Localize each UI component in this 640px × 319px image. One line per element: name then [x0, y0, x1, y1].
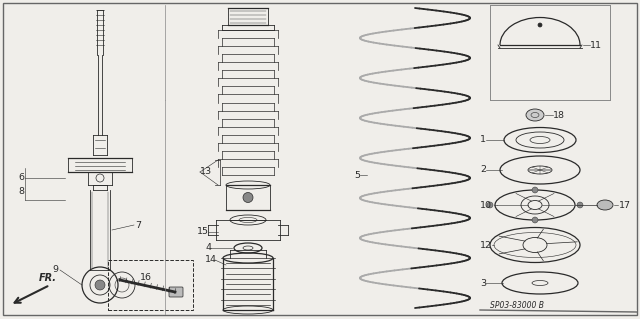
Text: SP03-83000 B: SP03-83000 B — [490, 300, 544, 309]
Text: 10: 10 — [480, 201, 492, 210]
Circle shape — [95, 280, 105, 290]
Circle shape — [532, 187, 538, 193]
Text: 3: 3 — [480, 278, 486, 287]
Text: 18: 18 — [553, 110, 565, 120]
Text: FR.: FR. — [39, 273, 57, 283]
Circle shape — [538, 23, 542, 27]
Text: 7: 7 — [135, 220, 141, 229]
Text: 11: 11 — [590, 41, 602, 49]
Circle shape — [243, 192, 253, 203]
Text: 15: 15 — [197, 227, 209, 236]
Bar — [108, 260, 193, 310]
Text: 5: 5 — [354, 170, 360, 180]
Text: 12: 12 — [480, 241, 492, 249]
Circle shape — [577, 202, 583, 208]
Ellipse shape — [526, 109, 544, 121]
FancyBboxPatch shape — [169, 287, 183, 297]
Circle shape — [487, 202, 493, 208]
Text: 2: 2 — [480, 166, 486, 174]
Text: 4: 4 — [205, 243, 211, 253]
Text: 17: 17 — [619, 201, 631, 210]
Text: 13: 13 — [200, 167, 212, 176]
Circle shape — [532, 217, 538, 223]
Text: 16: 16 — [140, 273, 152, 283]
Text: 6: 6 — [18, 174, 24, 182]
Text: 14: 14 — [205, 256, 217, 264]
Ellipse shape — [597, 200, 613, 210]
Text: 8: 8 — [18, 188, 24, 197]
Text: 9: 9 — [52, 265, 58, 275]
Polygon shape — [480, 310, 637, 312]
Text: 1: 1 — [480, 136, 486, 145]
